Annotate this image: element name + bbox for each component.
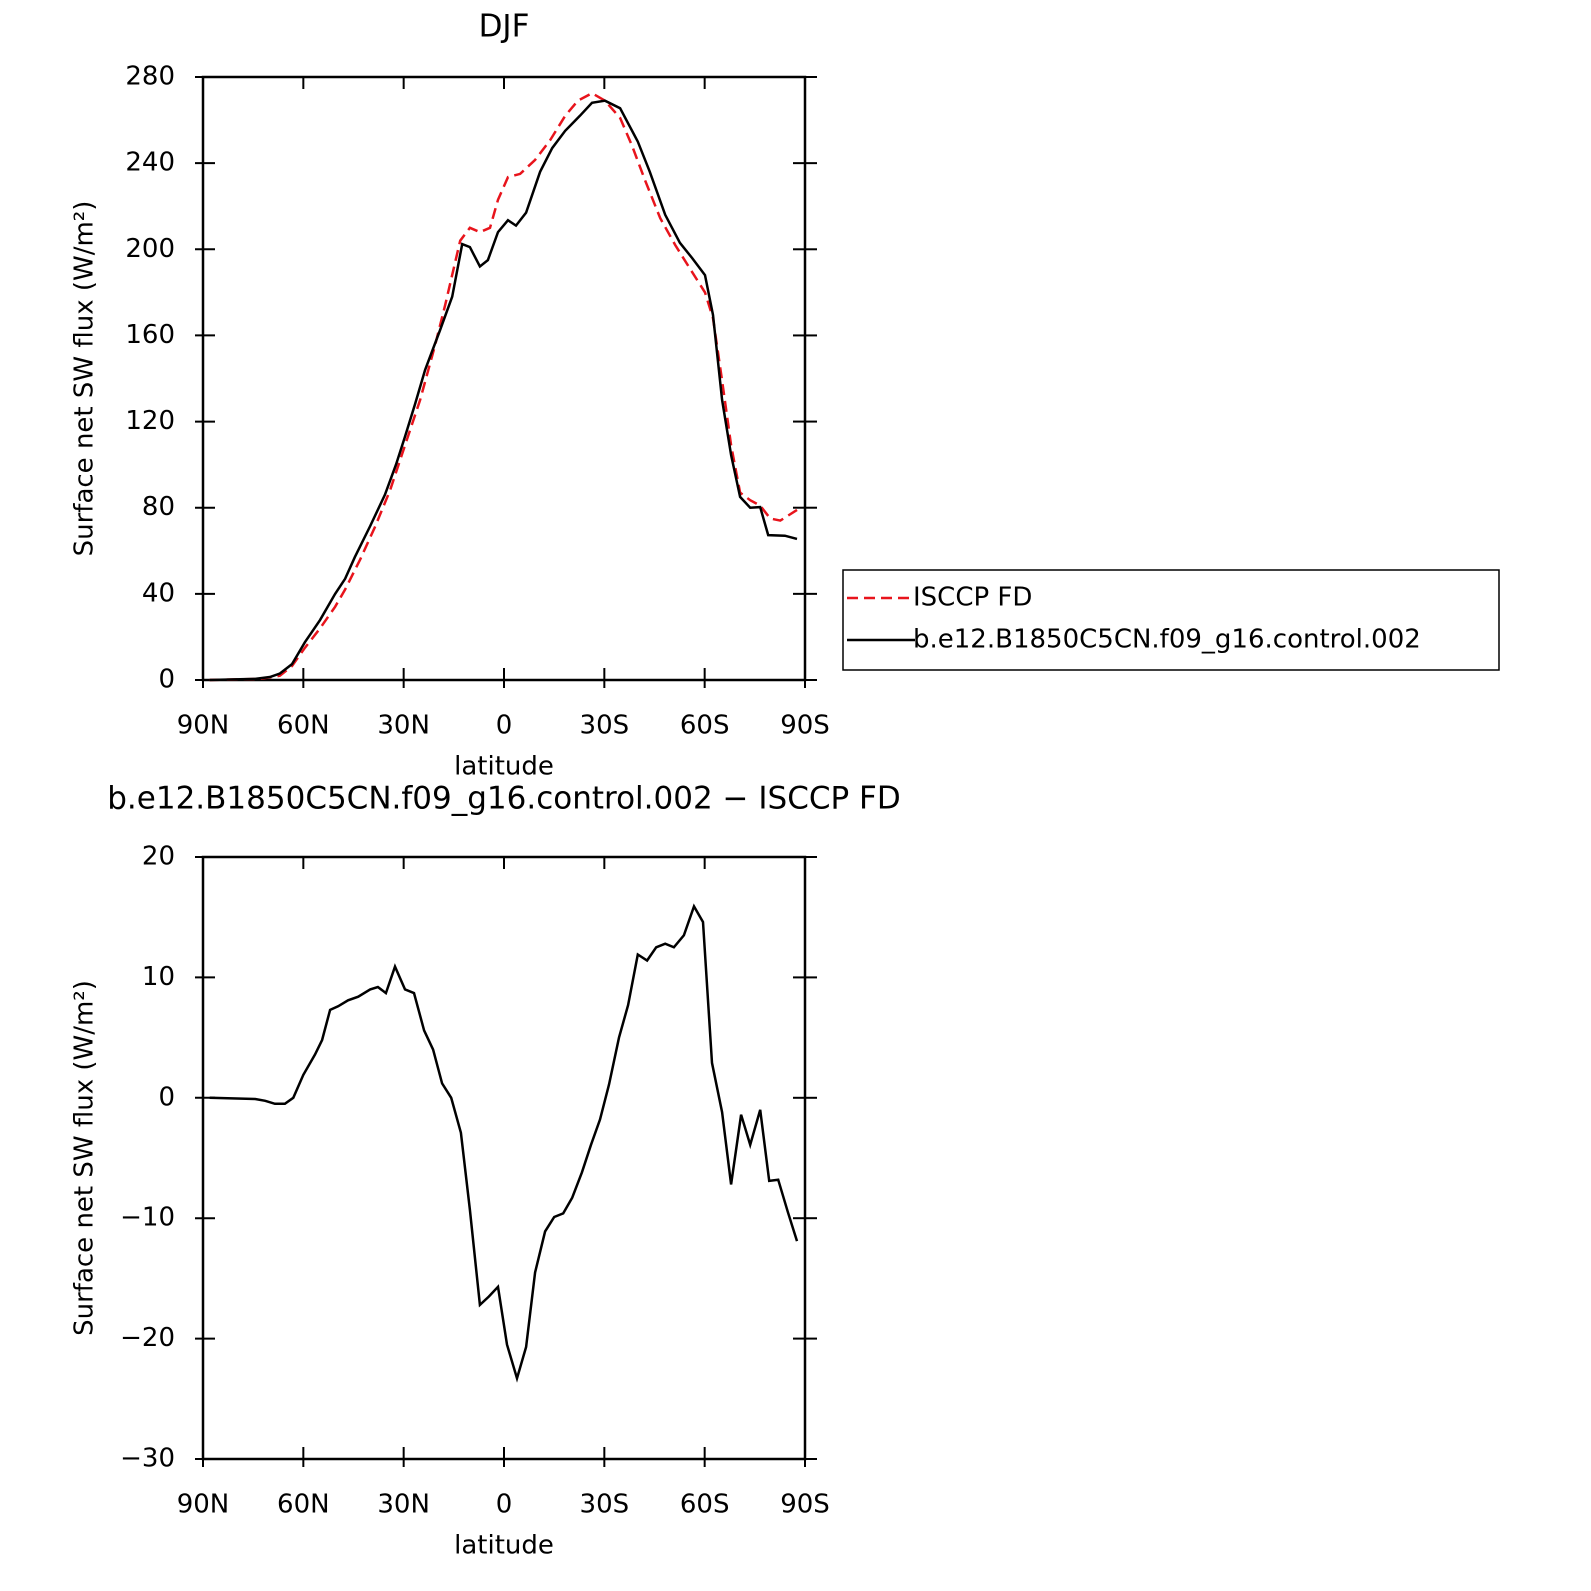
legend-label: b.e12.B1850C5CN.f09_g16.control.002: [913, 625, 1421, 655]
x-tick-label: 90S: [780, 1490, 830, 1520]
y-axis-label: Surface net SW flux (W/m²): [70, 980, 100, 1336]
plot-frame: [201, 855, 807, 1461]
data-line: [209, 903, 799, 1383]
x-tick-label: 60S: [680, 711, 730, 741]
x-tick-label: 60N: [277, 711, 330, 741]
y-tick-label: 0: [158, 665, 175, 695]
y-tick-label: −10: [120, 1203, 175, 1233]
x-tick-label: 30S: [580, 711, 630, 741]
x-tick-label: 90S: [780, 711, 830, 741]
y-tick-label: 20: [142, 842, 175, 872]
x-tick-label: 30N: [377, 711, 430, 741]
y-tick-label: 80: [142, 492, 175, 522]
data-line: [209, 91, 798, 682]
x-axis-label: latitude: [454, 752, 554, 782]
data-line: [209, 99, 798, 682]
x-tick-label: 90N: [177, 711, 230, 741]
y-tick-label: −30: [120, 1444, 175, 1474]
chart-title: b.e12.B1850C5CN.f09_g16.control.002 − IS…: [107, 781, 900, 817]
y-tick-label: −20: [120, 1323, 175, 1353]
y-tick-label: 40: [142, 578, 175, 608]
x-tick-label: 90N: [177, 1490, 230, 1520]
chart-title: DJF: [479, 9, 530, 45]
x-tick-label: 0: [496, 1490, 513, 1520]
legend-box: [842, 569, 1500, 671]
x-tick-label: 60N: [277, 1490, 330, 1520]
y-tick-label: 0: [158, 1082, 175, 1112]
plot-frame: [201, 75, 807, 682]
y-tick-label: 120: [125, 406, 175, 436]
y-tick-label: 160: [125, 320, 175, 350]
y-axis-label: Surface net SW flux (W/m²): [70, 201, 100, 557]
y-tick-label: 240: [125, 148, 175, 178]
x-tick-label: 30N: [377, 1490, 430, 1520]
x-axis-label: latitude: [454, 1531, 554, 1561]
y-tick-label: 280: [125, 62, 175, 92]
x-tick-label: 60S: [680, 1490, 730, 1520]
x-tick-label: 30S: [580, 1490, 630, 1520]
y-tick-label: 200: [125, 234, 175, 264]
x-tick-label: 0: [496, 711, 513, 741]
legend-label: ISCCP FD: [913, 583, 1032, 613]
y-tick-label: 10: [142, 962, 175, 992]
